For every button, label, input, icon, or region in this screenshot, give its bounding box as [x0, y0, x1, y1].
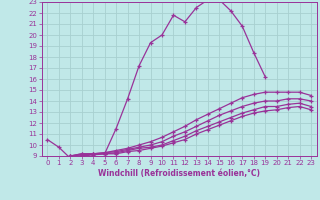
- X-axis label: Windchill (Refroidissement éolien,°C): Windchill (Refroidissement éolien,°C): [98, 169, 260, 178]
